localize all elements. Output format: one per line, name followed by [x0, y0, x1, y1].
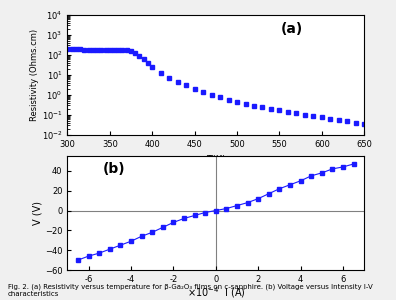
Y-axis label: Resistivity (Ohms.cm): Resistivity (Ohms.cm) [30, 29, 39, 121]
Text: Fig. 2. (a) Resistivity versus temperature for β-Ga₂O₃ films on c-sapphire. (b) : Fig. 2. (a) Resistivity versus temperatu… [8, 284, 373, 297]
Y-axis label: V (V): V (V) [32, 201, 42, 225]
Text: (b): (b) [103, 162, 126, 176]
X-axis label: $\times 10^{-4}$  I (A): $\times 10^{-4}$ I (A) [187, 285, 245, 300]
Text: (a): (a) [281, 22, 303, 36]
X-axis label: T(K): T(K) [206, 154, 226, 164]
